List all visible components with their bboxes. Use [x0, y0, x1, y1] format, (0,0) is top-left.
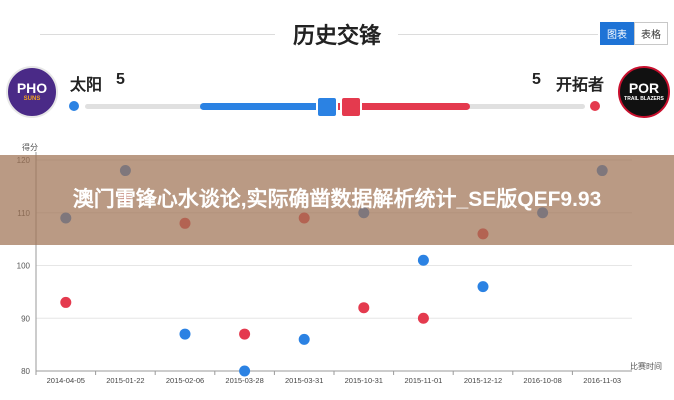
team-logo-right-sub: TRAIL BLAZERS: [624, 96, 664, 102]
data-point[interactable]: [358, 302, 370, 314]
banner-text: 澳门雷锋心水谈论,实际确凿数据解析统计_SE版QEF9.93: [72, 188, 602, 211]
data-point[interactable]: [298, 333, 310, 345]
team-name-left: 太阳: [70, 77, 103, 94]
table-view-button[interactable]: 表格: [634, 22, 668, 45]
team-logo-left-abbr: PHO: [16, 80, 48, 96]
data-point[interactable]: [417, 254, 429, 266]
data-point[interactable]: [477, 281, 489, 293]
x-tick-label: 2016-11-03: [583, 376, 621, 385]
x-tick-label: 2015-03-28: [225, 376, 263, 385]
x-tick-label: 2014-04-05: [47, 376, 85, 385]
title-divider-left: [40, 34, 275, 35]
overlay-banner: 澳门雷锋心水谈论,实际确凿数据解析统计_SE版QEF9.93: [0, 155, 674, 245]
x-tick-label: 2015-02-06: [166, 376, 204, 385]
team-logo-right: POR TRAIL BLAZERS: [618, 66, 670, 118]
team-logo-right-abbr: POR: [628, 80, 660, 96]
view-toggle: 图表 表格: [600, 22, 668, 45]
team-score-right: 5: [532, 71, 541, 88]
y-tick-label: 80: [21, 367, 30, 376]
team-name-right: 开拓者: [556, 77, 605, 94]
team-logo-left-sub: SUNS: [23, 96, 41, 102]
comparison-bar-right: [335, 103, 470, 110]
left-fist-icon: [316, 96, 338, 118]
team-logo-left: PHO SUNS: [6, 66, 58, 118]
y-tick-label: 90: [21, 314, 30, 323]
x-tick-label: 2015-10-31: [345, 376, 383, 385]
right-team-dot: [590, 101, 600, 111]
title-divider-right: [398, 34, 598, 35]
data-point[interactable]: [239, 328, 251, 340]
chart-view-button[interactable]: 图表: [600, 22, 634, 45]
comparison-bar-left: [200, 103, 335, 110]
y-tick-label: 100: [17, 262, 31, 271]
x-tick-label: 2015-11-01: [404, 376, 442, 385]
x-tick-label: 2015-12-12: [464, 376, 502, 385]
x-tick-label: 2015-03-31: [285, 376, 323, 385]
data-point[interactable]: [417, 312, 429, 324]
x-axis-label: 比赛时间: [630, 361, 662, 371]
data-point[interactable]: [239, 365, 251, 377]
page-title: 历史交锋: [292, 23, 381, 48]
left-team-dot: [69, 101, 79, 111]
team-score-left: 5: [116, 71, 125, 88]
chart-axes: 80901001101202014-04-052015-01-222015-02…: [17, 152, 632, 385]
right-fist-icon: [340, 96, 362, 118]
y-axis-label: 得分: [22, 142, 38, 152]
x-tick-label: 2016-10-08: [523, 376, 561, 385]
header: 历史交锋 图表 表格: [0, 0, 674, 66]
x-tick-label: 2015-01-22: [106, 376, 144, 385]
data-point[interactable]: [60, 296, 72, 308]
data-point[interactable]: [179, 328, 191, 340]
